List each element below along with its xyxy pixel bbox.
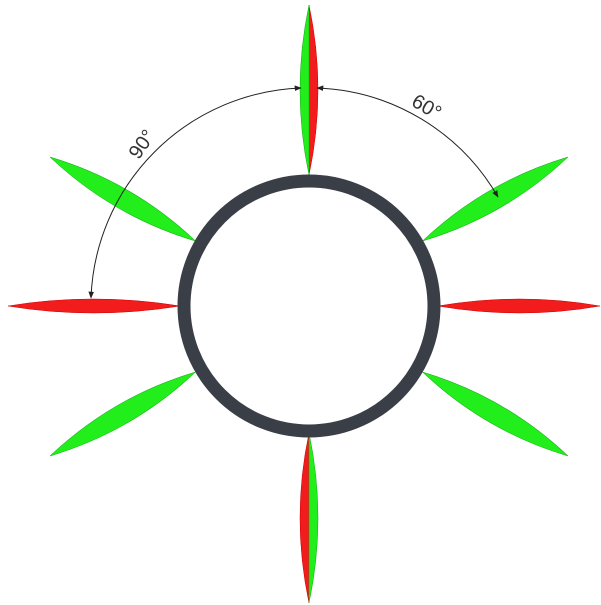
blade-top: [299, 4, 319, 176]
angle-arc-60: [316, 85, 499, 198]
angle-label: 90°: [125, 126, 160, 163]
blade-right: [437, 298, 601, 314]
angle-arc-90: [88, 85, 302, 299]
ring: [177, 174, 441, 438]
blade-lower-left: [49, 371, 196, 457]
blade-upper-left: [49, 156, 196, 242]
blade-lower-right: [422, 371, 569, 457]
blade-left: [7, 298, 181, 314]
blade-upper-right: [422, 156, 569, 242]
angle-label: 60°: [408, 90, 445, 124]
blade-bottom: [299, 432, 319, 604]
